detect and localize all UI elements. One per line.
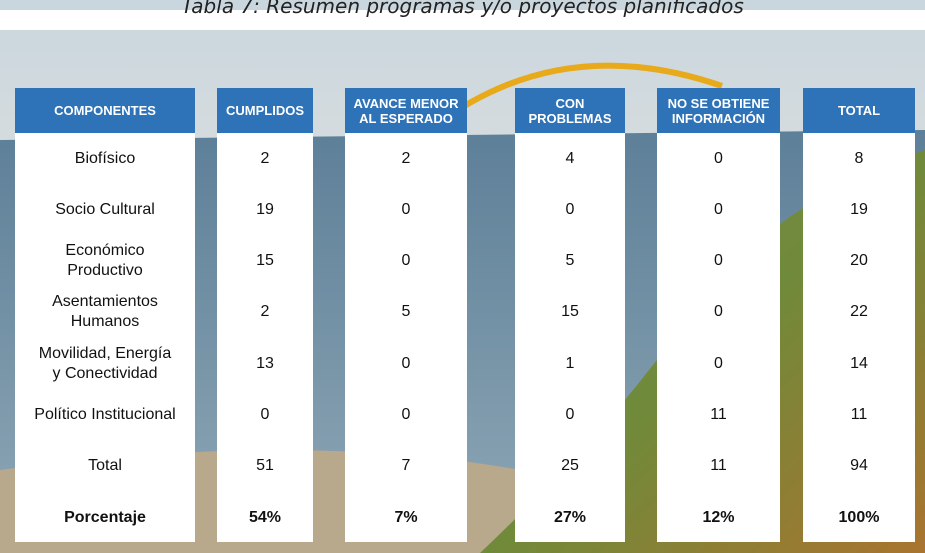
table-cell: 94 bbox=[803, 441, 915, 492]
table-cell: 27% bbox=[515, 492, 625, 543]
table-cell: Biofísico bbox=[15, 133, 195, 184]
table-cell: 11 bbox=[803, 390, 915, 441]
table-cell: Asentamientos Humanos bbox=[15, 287, 195, 338]
table-cell: 7% bbox=[345, 492, 467, 543]
column-header: CUMPLIDOS bbox=[217, 88, 313, 133]
table-cell: 0 bbox=[657, 287, 780, 338]
table-cell: 5 bbox=[345, 287, 467, 338]
table-cell: 15 bbox=[217, 236, 313, 287]
table-cell: 13 bbox=[217, 338, 313, 389]
table-cell: 19 bbox=[803, 184, 915, 235]
page: Tabla 7: Resumen programas y/o proyectos… bbox=[0, 0, 925, 553]
table-cell: Porcentaje bbox=[15, 492, 195, 543]
table-cell: 51 bbox=[217, 441, 313, 492]
column-header: COMPONENTES bbox=[15, 88, 195, 133]
table-cell: 0 bbox=[657, 133, 780, 184]
column-header: CON PROBLEMAS bbox=[515, 88, 625, 133]
table-cell: 0 bbox=[345, 184, 467, 235]
table-cell: Movilidad, Energía y Conectividad bbox=[15, 338, 195, 389]
table-cell: 14 bbox=[803, 338, 915, 389]
table-cell: 0 bbox=[217, 390, 313, 441]
table-cell: 100% bbox=[803, 492, 915, 543]
table-cell: 0 bbox=[345, 236, 467, 287]
title: Tabla 7: Resumen programas y/o proyectos… bbox=[0, 0, 925, 18]
table-cell: 19 bbox=[217, 184, 313, 235]
table-cell: Político Institucional bbox=[15, 390, 195, 441]
table-cell: 11 bbox=[657, 390, 780, 441]
table-cell: 25 bbox=[515, 441, 625, 492]
table-cell: 12% bbox=[657, 492, 780, 543]
table-cell: Total bbox=[15, 441, 195, 492]
table-cell: 0 bbox=[345, 338, 467, 389]
table-cell: 5 bbox=[515, 236, 625, 287]
table-cell: 0 bbox=[657, 338, 780, 389]
column-header: NO SE OBTIENE INFORMACIÓN bbox=[657, 88, 780, 133]
table-cell: 11 bbox=[657, 441, 780, 492]
table-cell: Socio Cultural bbox=[15, 184, 195, 235]
table-cell: 0 bbox=[345, 390, 467, 441]
table-cell: 2 bbox=[217, 287, 313, 338]
table-cell: 7 bbox=[345, 441, 467, 492]
table-cell: 15 bbox=[515, 287, 625, 338]
table-cell: 4 bbox=[515, 133, 625, 184]
table-cell: 54% bbox=[217, 492, 313, 543]
table-cell: 0 bbox=[515, 184, 625, 235]
table-cell: 1 bbox=[515, 338, 625, 389]
table-cell: 22 bbox=[803, 287, 915, 338]
table-cell: 0 bbox=[515, 390, 625, 441]
table-cell: 0 bbox=[657, 236, 780, 287]
table-cell: 2 bbox=[217, 133, 313, 184]
table-cell: 20 bbox=[803, 236, 915, 287]
table-cell: 8 bbox=[803, 133, 915, 184]
table-cell: 0 bbox=[657, 184, 780, 235]
table-cell: Económico Productivo bbox=[15, 236, 195, 287]
column-header: AVANCE MENOR AL ESPERADO bbox=[345, 88, 467, 133]
table-cell: 2 bbox=[345, 133, 467, 184]
column-header: TOTAL bbox=[803, 88, 915, 133]
